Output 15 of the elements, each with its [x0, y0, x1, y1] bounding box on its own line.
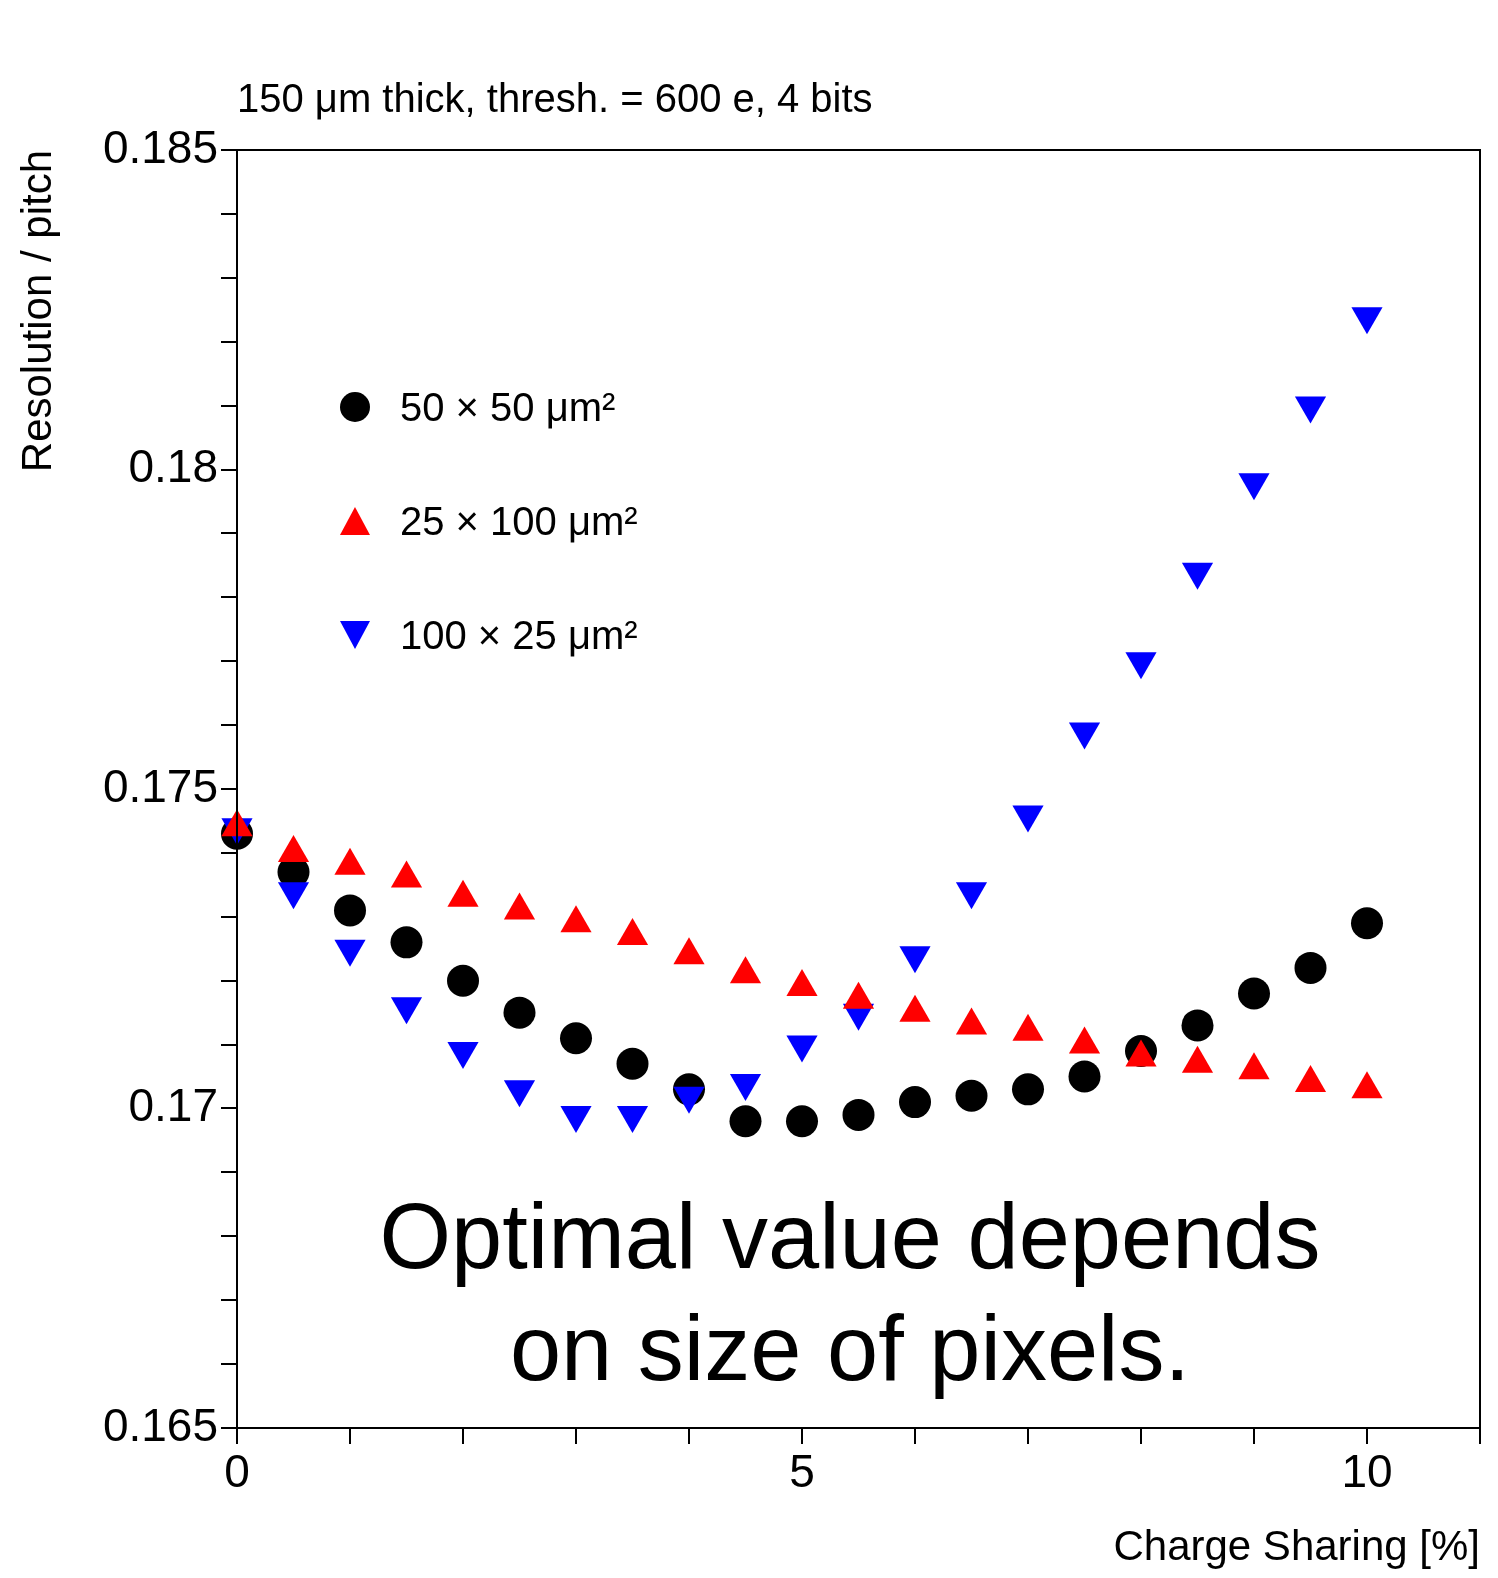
x-tick-label: 10	[1341, 1445, 1393, 1498]
x-tick-label: 0	[224, 1445, 250, 1498]
y-tick-label: 0.18	[128, 440, 218, 493]
legend-label: 25 × 100 μm²	[400, 498, 638, 544]
legend-label: 100 × 25 μm²	[400, 612, 638, 658]
y-tick-label: 0.165	[102, 1398, 218, 1451]
chart-subtitle: 150 μm thick, thresh. = 600 e, 4 bits	[237, 76, 873, 121]
x-tick-label: 5	[789, 1445, 815, 1498]
annotation: Optimal value depends on size of pixels.	[378, 1184, 1322, 1401]
y-axis-title: Resolution / pitch	[12, 150, 60, 473]
y-tick-label: 0.17	[128, 1079, 218, 1132]
y-tick-label: 0.175	[102, 759, 218, 812]
x-axis-title: Charge Sharing [%]	[1113, 1522, 1480, 1570]
legend-label: 50 × 50 μm²	[400, 384, 616, 430]
y-tick-label: 0.185	[102, 120, 218, 173]
